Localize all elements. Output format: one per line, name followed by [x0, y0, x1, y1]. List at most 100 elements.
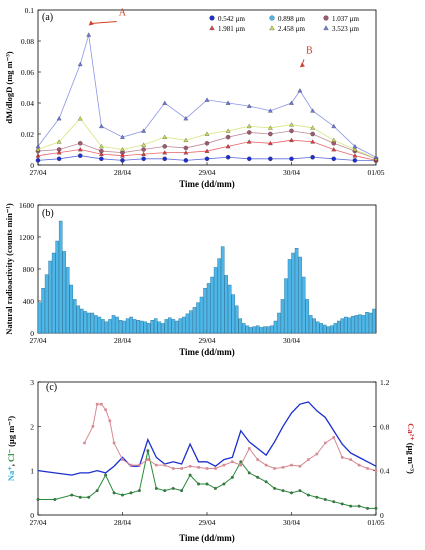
- panel-a-y-ticks: 0 0.02 0.04 0.06 0.08 0.1: [21, 6, 41, 170]
- bar: [358, 314, 362, 334]
- data-point: [83, 441, 86, 445]
- data-point: [331, 123, 337, 129]
- bar: [146, 323, 151, 334]
- data-point: [204, 97, 210, 102]
- bar: [164, 319, 169, 334]
- panel-c-x-axis-label: Time (dd/mm): [179, 533, 235, 543]
- data-point: [104, 408, 107, 412]
- data-point: [183, 116, 189, 121]
- y-tick-label: 1: [30, 467, 34, 476]
- data-point: [290, 491, 293, 495]
- legend-marker: [269, 25, 275, 31]
- panel-c-x-ticks: 27/04 28/04 29/04 30/04 01/05: [29, 512, 385, 527]
- bar: [298, 256, 302, 334]
- data-point: [95, 402, 99, 406]
- data-point: [141, 142, 146, 147]
- annotation-label: A: [119, 8, 127, 19]
- bar: [157, 321, 162, 334]
- bar: [111, 315, 116, 334]
- bar: [277, 312, 281, 334]
- bar: [263, 326, 267, 334]
- bar: [220, 246, 225, 334]
- data-point: [307, 458, 310, 461]
- data-point: [141, 151, 146, 156]
- y-tick-label: 0: [380, 511, 384, 520]
- legend-label: 1.981 µm: [218, 25, 246, 33]
- bar: [361, 315, 366, 334]
- bar: [101, 319, 105, 334]
- data-point: [352, 143, 358, 149]
- data-point: [273, 467, 276, 470]
- y-tick-label: 0.06: [21, 68, 34, 77]
- panel-c-right-y-ticks: 0 0.4 0.8 1.2: [373, 378, 390, 520]
- bar: [252, 326, 257, 334]
- bar: [322, 324, 327, 334]
- panel-b: (b) 0 400 800 1200 1600 27/04 28/04 29/04 30/04…: [4, 201, 377, 357]
- bar: [192, 307, 197, 334]
- bar: [312, 318, 316, 334]
- data-point: [357, 463, 361, 467]
- x-tick-label: 01/05: [367, 518, 384, 527]
- panel-c-frame: [37, 381, 377, 516]
- bar: [333, 323, 338, 334]
- data-point: [213, 486, 217, 490]
- data-point: [246, 156, 252, 162]
- data-point: [310, 154, 315, 160]
- y-tick-label: 0.1: [25, 6, 35, 15]
- bar: [347, 317, 352, 334]
- bar: [256, 325, 260, 334]
- axis-label-part: (µg m⁻³): [6, 416, 16, 449]
- data-point: [162, 144, 167, 149]
- data-point: [197, 482, 200, 486]
- data-point: [188, 464, 192, 468]
- x-tick-label: 30/04: [283, 168, 300, 177]
- bar: [185, 313, 190, 334]
- data-point: [204, 131, 210, 136]
- bar: [118, 320, 123, 334]
- data-point: [78, 495, 82, 499]
- bar: [301, 276, 306, 334]
- data-point: [183, 150, 189, 155]
- data-point: [171, 467, 175, 470]
- data-point: [247, 447, 251, 450]
- data-point: [87, 495, 91, 499]
- bar: [354, 315, 359, 334]
- data-point: [225, 154, 231, 160]
- data-point: [246, 139, 252, 144]
- data-point: [155, 463, 158, 467]
- panel-a-x-ticks: 27/04 28/04 29/04 30/04 01/05: [29, 162, 385, 177]
- bar: [48, 260, 52, 334]
- bar: [65, 267, 70, 334]
- data-point: [289, 122, 294, 127]
- bar: [284, 278, 288, 334]
- data-point: [225, 134, 231, 140]
- bar: [273, 320, 278, 334]
- data-point: [77, 61, 83, 67]
- y-tick-label: 0: [30, 511, 34, 520]
- data-point: [121, 458, 124, 461]
- panel-c: (c) 0 1 2 3 0 0.4 0.8 1.2 27/04 28/04 29/04 30/04…: [6, 378, 416, 543]
- data-point: [290, 463, 293, 467]
- data-point: [239, 463, 243, 467]
- data-point: [99, 123, 104, 129]
- data-point: [112, 441, 116, 445]
- bar: [337, 320, 341, 334]
- data-point: [231, 460, 234, 464]
- data-point: [129, 463, 133, 467]
- data-point: [374, 469, 378, 472]
- bar: [129, 316, 133, 334]
- data-point: [163, 463, 167, 467]
- bar: [136, 320, 140, 334]
- panel-a-annotations: AB: [88, 8, 313, 68]
- bar: [326, 326, 331, 334]
- y-tick-label: 0.4: [380, 467, 390, 476]
- bar: [206, 283, 211, 334]
- data-point: [366, 467, 369, 470]
- legend-marker: [269, 15, 275, 21]
- data-point: [310, 139, 315, 144]
- panel-a-x-axis-label: Time (dd/mm): [179, 179, 235, 189]
- bar: [161, 323, 165, 334]
- bar: [199, 296, 204, 334]
- data-point: [205, 482, 209, 486]
- bar: [245, 325, 250, 334]
